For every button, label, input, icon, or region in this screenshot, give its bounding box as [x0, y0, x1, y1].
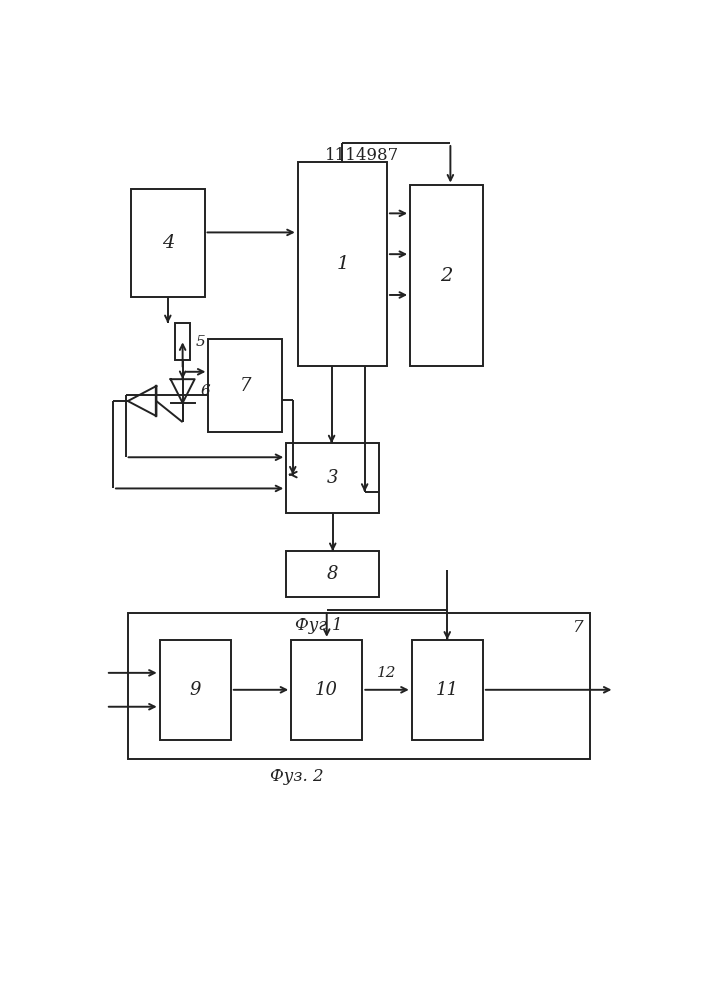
Text: 9: 9	[189, 681, 201, 699]
Bar	[286, 443, 380, 513]
Text: 1114987: 1114987	[325, 147, 399, 164]
Text: 6: 6	[200, 384, 210, 398]
Text: 12: 12	[378, 666, 397, 680]
Bar	[298, 162, 387, 366]
Text: 2: 2	[440, 267, 453, 285]
Bar	[160, 640, 231, 740]
Bar	[209, 339, 282, 432]
Text: 4: 4	[162, 234, 174, 252]
Bar	[128, 613, 590, 759]
Text: 3: 3	[327, 469, 339, 487]
Text: 7: 7	[240, 377, 251, 395]
Text: Фуг 1: Фуг 1	[295, 617, 342, 634]
Bar	[411, 640, 483, 740]
Text: 11: 11	[436, 681, 459, 699]
Text: 8: 8	[327, 565, 339, 583]
Bar	[410, 185, 484, 366]
Bar	[291, 640, 363, 740]
Bar	[286, 551, 380, 597]
Text: 7: 7	[573, 619, 583, 636]
Bar	[131, 189, 204, 297]
Text: 10: 10	[315, 681, 338, 699]
Bar	[175, 323, 190, 360]
Text: 1: 1	[336, 255, 349, 273]
Text: 5: 5	[196, 335, 206, 349]
Text: Фуз. 2: Фуз. 2	[270, 768, 323, 785]
